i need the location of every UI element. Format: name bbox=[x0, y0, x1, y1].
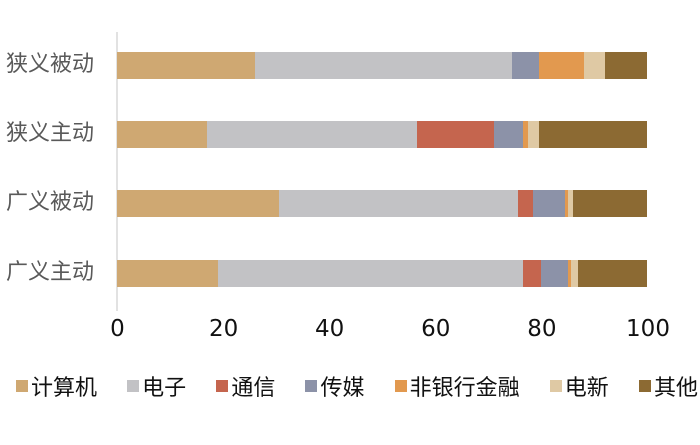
bar-segment bbox=[254, 52, 513, 79]
x-axis-tick-label: 80 bbox=[527, 316, 557, 342]
bar-segment bbox=[528, 121, 539, 148]
x-axis-tick-label: 40 bbox=[315, 316, 345, 342]
stacked-bar bbox=[117, 52, 648, 79]
bar-segment bbox=[217, 260, 523, 287]
bar-segment bbox=[583, 52, 606, 79]
bar-segment bbox=[567, 260, 571, 287]
legend-label: 计算机 bbox=[31, 376, 98, 401]
stacked-bar bbox=[117, 260, 648, 287]
bar-segment bbox=[522, 260, 542, 287]
legend-item: 非银行金融 bbox=[394, 370, 520, 402]
legend-swatch-icon bbox=[16, 380, 28, 392]
bar-segment bbox=[416, 121, 494, 148]
legend-swatch-icon bbox=[216, 380, 229, 392]
bar-segment bbox=[522, 121, 529, 148]
y-axis-category-label: 广义被动 bbox=[6, 190, 95, 215]
legend-label: 传媒 bbox=[320, 376, 365, 401]
legend-item: 电新 bbox=[549, 370, 609, 402]
bar-segment bbox=[117, 121, 208, 148]
y-axis-category-label: 广义主动 bbox=[6, 260, 95, 285]
legend-item: 其他 bbox=[638, 370, 698, 402]
bar-segment bbox=[117, 52, 255, 79]
legend-swatch-icon bbox=[638, 380, 651, 392]
x-axis-tick-label: 100 bbox=[626, 316, 670, 342]
bar-segment bbox=[533, 190, 566, 217]
x-axis-tick-label: 0 bbox=[110, 316, 125, 342]
legend: 计算机 电子 通信 传媒 非银行金融 电新 其他 bbox=[16, 369, 698, 403]
legend-item: 电子 bbox=[127, 370, 186, 402]
legend-item: 通信 bbox=[216, 370, 275, 402]
bar-segment bbox=[565, 190, 568, 217]
bar-segment bbox=[541, 260, 568, 287]
bar-segment bbox=[117, 190, 279, 217]
x-axis-tick-label: 60 bbox=[421, 316, 451, 342]
legend-label: 电子 bbox=[142, 376, 187, 401]
y-axis-category-label: 狭义被动 bbox=[6, 52, 95, 77]
bar-segment bbox=[605, 52, 648, 79]
legend-label: 其他 bbox=[653, 376, 698, 401]
bar-segment bbox=[573, 190, 648, 217]
legend-swatch-icon bbox=[127, 380, 140, 392]
bar-segment bbox=[538, 52, 584, 79]
legend-item: 传媒 bbox=[305, 370, 364, 402]
y-axis-category-label: 狭义主动 bbox=[6, 121, 95, 146]
legend-item: 计算机 bbox=[16, 370, 97, 402]
legend-label: 非银行金融 bbox=[409, 376, 520, 401]
legend-swatch-icon bbox=[549, 380, 562, 392]
stacked-bar bbox=[117, 121, 648, 148]
legend-swatch-icon bbox=[394, 380, 407, 392]
bar-segment bbox=[278, 190, 518, 217]
bar-segment bbox=[517, 190, 534, 217]
bar-segment bbox=[207, 121, 417, 148]
bar-segment bbox=[512, 52, 539, 79]
bar-segment bbox=[117, 260, 218, 287]
bar-segment bbox=[570, 260, 579, 287]
legend-label: 电新 bbox=[564, 376, 609, 401]
stacked-bar bbox=[117, 190, 648, 217]
legend-swatch-icon bbox=[305, 380, 318, 392]
legend-label: 通信 bbox=[231, 376, 276, 401]
bar-segment bbox=[538, 121, 648, 148]
bar-segment bbox=[578, 260, 648, 287]
x-axis-tick-label: 20 bbox=[208, 316, 239, 342]
y-axis-line bbox=[116, 32, 118, 311]
bar-segment bbox=[493, 121, 523, 148]
bar-segment bbox=[567, 190, 574, 217]
